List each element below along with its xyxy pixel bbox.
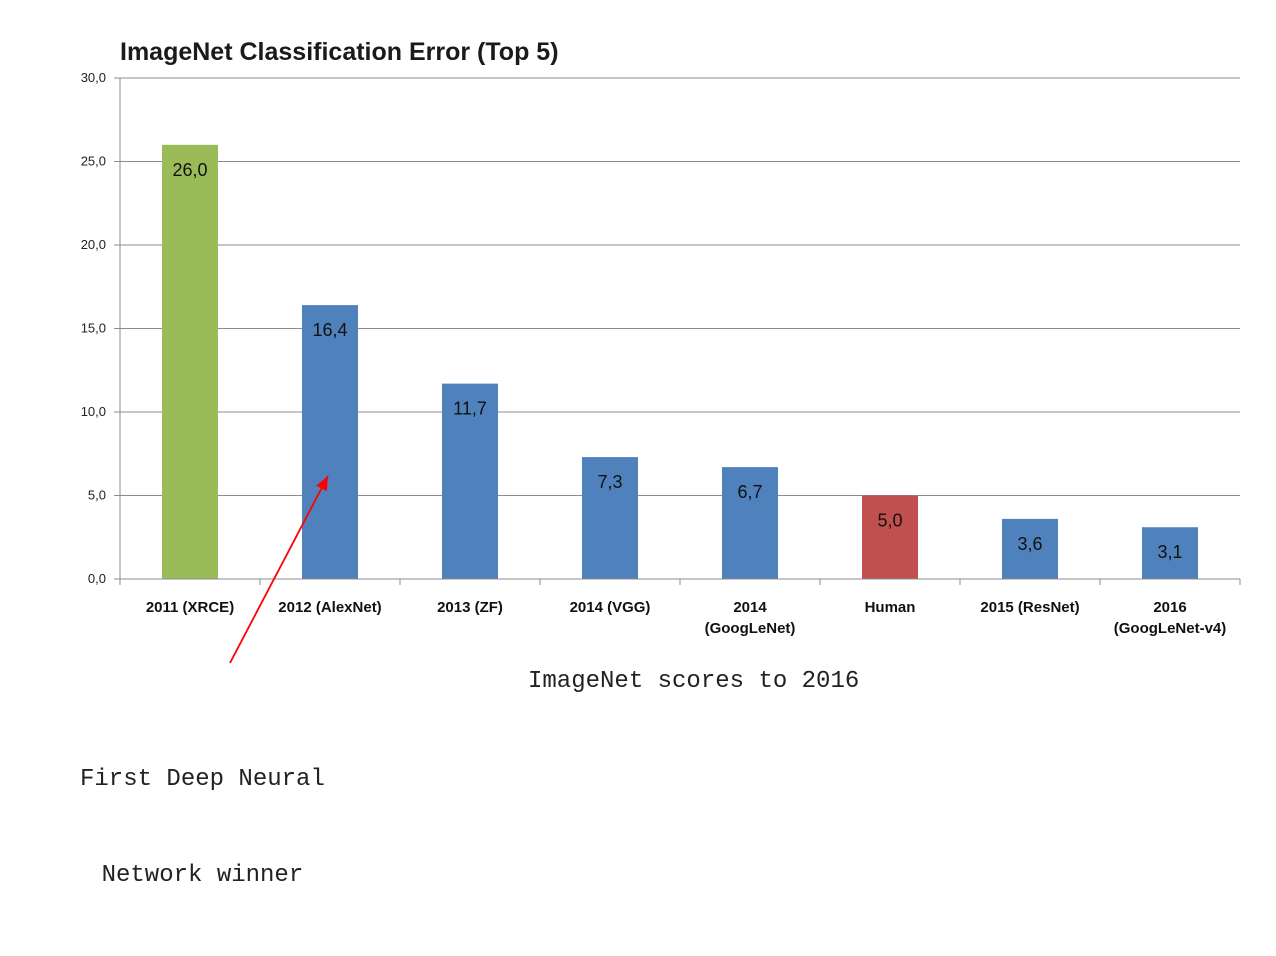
x-tick-label: 2011 (XRCE) bbox=[146, 599, 234, 616]
bar-chart: ImageNet Classification Error (Top 5) 0,… bbox=[81, 38, 1241, 664]
data-label: 3,6 bbox=[1017, 534, 1042, 554]
y-tick-labels: 0,0 5,0 10,0 15,0 20,0 25,0 30,0 bbox=[81, 70, 106, 586]
data-label: 5,0 bbox=[877, 511, 902, 531]
data-label: 3,1 bbox=[1157, 542, 1182, 562]
x-tick-label: 2013 (ZF) bbox=[437, 599, 503, 616]
bars bbox=[162, 144, 1198, 580]
data-label: 16,4 bbox=[312, 320, 347, 340]
annotation-arrow bbox=[229, 475, 329, 664]
bar bbox=[1142, 527, 1198, 579]
axes bbox=[119, 78, 1241, 585]
annotation-line: First Deep Neural bbox=[80, 766, 325, 793]
bar bbox=[1002, 518, 1058, 579]
x-tick-label: (GoogLeNet) bbox=[705, 620, 796, 637]
arrow-shaft bbox=[229, 475, 329, 664]
y-tick-label: 0,0 bbox=[88, 571, 106, 586]
bar bbox=[302, 305, 358, 579]
arrow-head bbox=[316, 476, 328, 492]
x-tick-label: 2014 bbox=[733, 599, 767, 616]
annotation-line: Network winner bbox=[101, 862, 304, 889]
bar bbox=[862, 495, 918, 579]
x-tick-labels: 2011 (XRCE) 2012 (AlexNet) 2013 (ZF) 2014 (… bbox=[146, 599, 1226, 637]
x-tick-label: 2012 (AlexNet) bbox=[278, 599, 381, 616]
x-tick-label: 2015 (ResNet) bbox=[980, 599, 1079, 616]
bar bbox=[442, 383, 498, 579]
data-label: 26,0 bbox=[172, 160, 207, 180]
annotation-text: First Deep Neural Network winner bbox=[80, 700, 325, 956]
data-label: 6,7 bbox=[737, 482, 762, 502]
x-tick-label: 2016 bbox=[1153, 599, 1186, 616]
chart-title: ImageNet Classification Error (Top 5) bbox=[120, 38, 559, 66]
x-tick-label: 2014 (VGG) bbox=[570, 599, 651, 616]
data-label: 11,7 bbox=[453, 399, 487, 419]
data-label: 7,3 bbox=[597, 472, 622, 492]
y-tick-label: 30,0 bbox=[81, 70, 106, 85]
gridlines bbox=[114, 77, 1240, 580]
bar bbox=[582, 457, 638, 579]
y-tick-label: 15,0 bbox=[81, 321, 106, 336]
data-labels: 26,0 16,4 11,7 7,3 6,7 5,0 3,6 3,1 bbox=[172, 160, 1182, 562]
y-tick-label: 25,0 bbox=[81, 154, 106, 169]
y-tick-label: 20,0 bbox=[81, 237, 106, 252]
x-tick-label: (GoogLeNet-v4) bbox=[1114, 620, 1227, 637]
chart-figure: ImageNet Classification Error (Top 5) 0,… bbox=[80, 38, 1241, 889]
y-tick-label: 5,0 bbox=[88, 488, 106, 503]
bar bbox=[722, 467, 778, 579]
y-tick-label: 10,0 bbox=[81, 404, 106, 419]
x-tick-label: Human bbox=[865, 599, 916, 616]
figure-caption: ImageNet scores to 2016 bbox=[528, 668, 860, 695]
bar bbox=[162, 144, 218, 580]
